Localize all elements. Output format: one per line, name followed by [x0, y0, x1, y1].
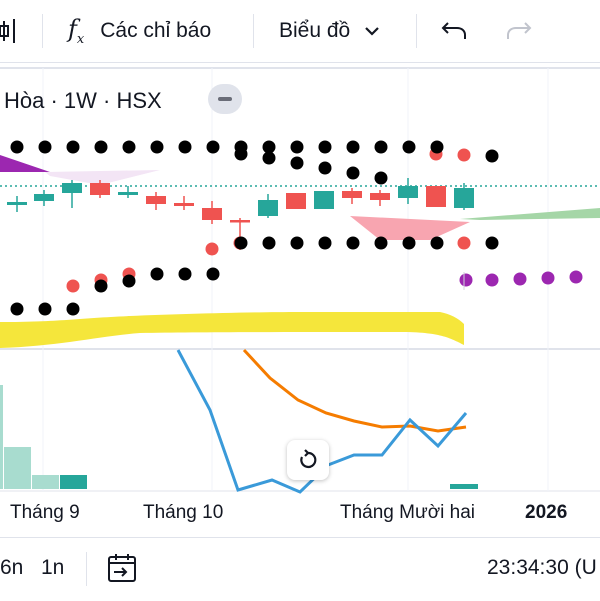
refresh-icon	[300, 449, 317, 469]
toolbar-separator	[416, 14, 417, 48]
legend-text: Hòa · 1W · HSX	[4, 88, 162, 113]
redo-icon	[507, 22, 532, 39]
candles	[7, 178, 474, 250]
chart-type-button[interactable]: Biểu đồ	[279, 10, 380, 52]
cloud-bear-fragment	[0, 155, 50, 172]
toolbar-separator	[253, 14, 254, 48]
undo-button[interactable]	[440, 10, 468, 52]
x-label-dec: Tháng Mười hai	[340, 502, 476, 523]
price-chart[interactable]	[0, 64, 600, 532]
collapse-legend-button[interactable]	[208, 84, 242, 114]
cloud-fade	[45, 170, 160, 185]
calendar-arrow-icon	[108, 554, 136, 582]
clock-time[interactable]: 23:34:30 (U	[487, 556, 597, 579]
cloud-green	[460, 208, 600, 220]
toolbar-separator	[42, 14, 43, 48]
purple-dots	[459, 270, 583, 287]
reset-chart-button[interactable]	[287, 440, 329, 480]
redo-button[interactable]	[505, 10, 533, 52]
cloud-pink	[350, 216, 470, 240]
indicators-button[interactable]: fx Các chỉ báo	[68, 10, 211, 52]
undo-icon	[441, 22, 466, 39]
volume-bars	[0, 385, 478, 489]
chart-type-label: Biểu đồ	[279, 19, 351, 42]
range-6m-button[interactable]: 6n	[0, 556, 24, 579]
top-toolbar: fx Các chỉ báo Biểu đồ	[0, 0, 600, 63]
chevron-down-icon	[365, 27, 380, 36]
black-dots	[10, 140, 499, 316]
x-label-oct: Tháng 10	[143, 502, 224, 523]
x-label-sep: Tháng 9	[10, 502, 80, 523]
range-1y-button[interactable]: 1n	[41, 556, 65, 579]
minus-icon	[218, 97, 232, 101]
x-label-year: 2026	[525, 502, 568, 523]
slow-line	[242, 348, 467, 433]
bottom-bar: 6n 1n 23:34:30 (U	[0, 537, 600, 601]
fx-icon: fx	[68, 15, 85, 47]
symbol-legend[interactable]: Hòa · 1W · HSX	[0, 84, 162, 118]
date-range-button[interactable]	[106, 552, 138, 589]
bars-icon[interactable]	[0, 10, 20, 52]
bottom-separator	[86, 552, 87, 586]
baseline-band	[0, 312, 464, 348]
indicators-label: Các chỉ báo	[100, 19, 212, 42]
